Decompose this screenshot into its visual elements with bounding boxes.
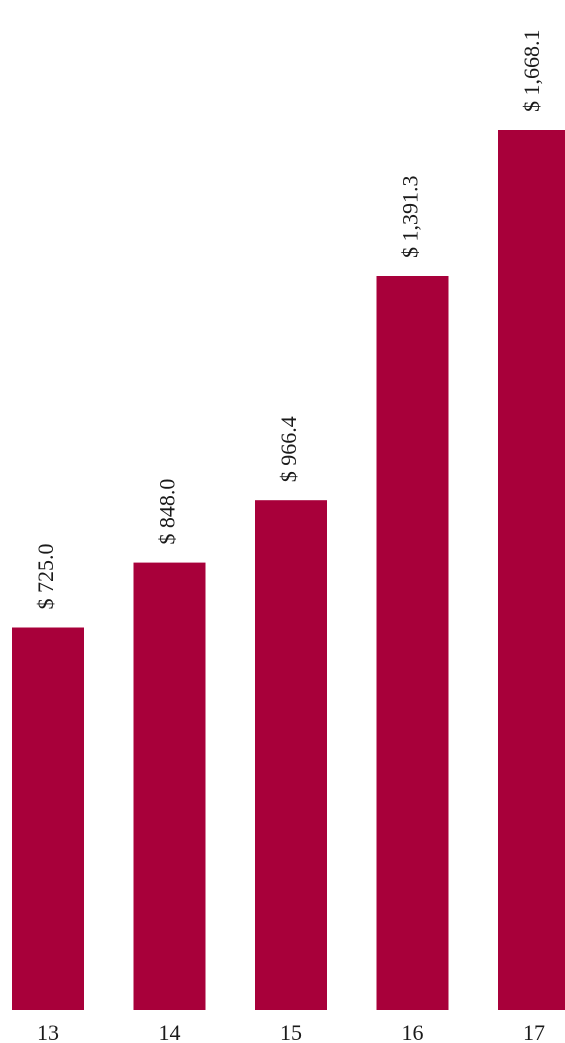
bar-16 (376, 276, 449, 1010)
bar-value-label-14: $ 848.0 (155, 479, 180, 545)
bar-14 (133, 562, 206, 1010)
bar-13 (12, 627, 84, 1010)
bar-17 (498, 130, 565, 1010)
bar-value-label-15: $ 966.4 (276, 416, 301, 482)
bar-value-label-17: $ 1,668.1 (519, 30, 544, 113)
bar-value-label-13: $ 725.0 (33, 544, 58, 610)
bar-value-label-16: $ 1,391.3 (398, 176, 423, 259)
bars-group (12, 130, 565, 1010)
bar-15 (255, 500, 327, 1010)
x-tick-label-14: 14 (159, 1020, 181, 1043)
x-tick-labels-group: 13 14 15 16 17 (37, 1020, 545, 1043)
x-tick-label-16: 16 (402, 1020, 424, 1043)
x-tick-label-17: 17 (523, 1020, 545, 1043)
x-tick-label-15: 15 (280, 1020, 302, 1043)
value-labels-group: $ 725.0 $ 848.0 $ 966.4 $ 1,391.3 $ 1,668.1 (33, 30, 544, 610)
x-tick-label-13: 13 (37, 1020, 59, 1043)
